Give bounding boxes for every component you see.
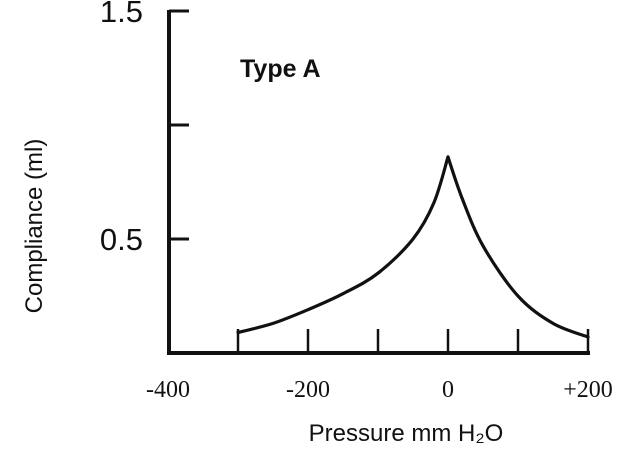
- data-point: [272, 322, 274, 325]
- data-point: [237, 331, 239, 334]
- data-point: [433, 201, 435, 204]
- x-tick-label: +200: [563, 377, 613, 403]
- axes: [167, 10, 590, 355]
- y-tick-label: 0.5: [100, 222, 143, 257]
- x-tick-label: 0: [442, 377, 454, 403]
- data-point: [461, 197, 463, 199]
- x-tick-label: -200: [286, 377, 330, 403]
- data-point: [307, 308, 309, 311]
- data-point: [517, 295, 519, 297]
- compliance-curve: [236, 155, 590, 339]
- data-point: [377, 272, 379, 275]
- data-point: [552, 322, 554, 325]
- x-axis-label: Pressure mm H₂O: [309, 420, 504, 447]
- y-axis-label: Compliance (ml): [21, 139, 48, 314]
- x-tick-label: -400: [146, 377, 190, 403]
- tick-marks: [169, 9, 590, 353]
- data-point: [482, 245, 484, 247]
- labels: Type A Pressure mm H₂O Compliance (ml) 0…: [21, 0, 613, 447]
- plot-area: [236, 155, 590, 339]
- data-point: [447, 156, 449, 158]
- chart-annotation: Type A: [240, 55, 321, 83]
- data-point: [587, 336, 589, 338]
- data-point: [412, 238, 414, 240]
- data-point: [342, 292, 344, 295]
- y-tick-label: 1.5: [100, 0, 143, 29]
